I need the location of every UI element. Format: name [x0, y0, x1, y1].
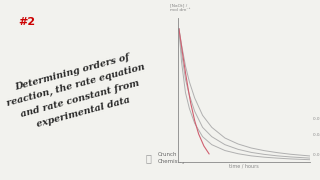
- Text: 0.01 mol dm⁻³: 0.01 mol dm⁻³: [313, 153, 320, 157]
- Text: 0.04 mol dm⁻³: 0.04 mol dm⁻³: [313, 133, 320, 137]
- Text: Determining orders of
reaction, the rate equation
and rate constant from
experim: Determining orders of reaction, the rate…: [3, 49, 154, 135]
- Text: Crunch
Chemistry: Crunch Chemistry: [158, 152, 186, 164]
- Text: ⛹: ⛹: [145, 153, 151, 163]
- X-axis label: time / hours: time / hours: [229, 163, 259, 168]
- Text: #2: #2: [18, 17, 35, 27]
- Text: 0.02 mol dm⁻³: 0.02 mol dm⁻³: [313, 117, 320, 121]
- Text: [NaOt] /
mol dm⁻³: [NaOt] / mol dm⁻³: [170, 4, 190, 12]
